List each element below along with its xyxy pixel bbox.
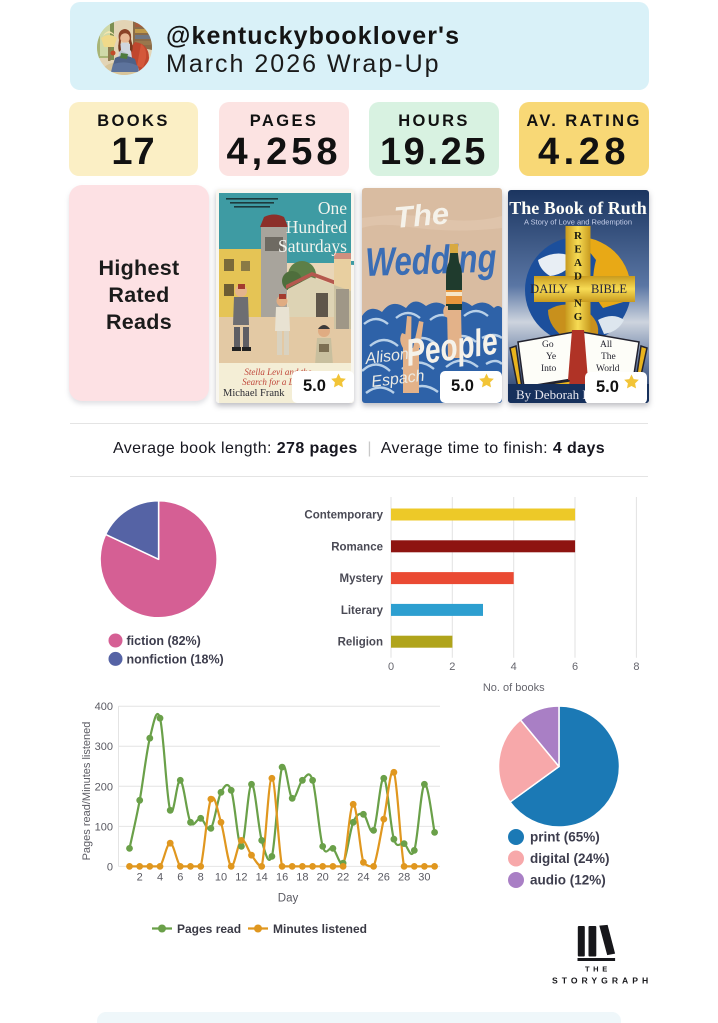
svg-text:audio (12%): audio (12%) bbox=[530, 873, 606, 888]
svg-text:Espach: Espach bbox=[370, 368, 425, 391]
svg-text:No. of books: No. of books bbox=[483, 682, 545, 694]
svg-text:2: 2 bbox=[449, 661, 455, 673]
svg-text:Ye: Ye bbox=[546, 352, 556, 362]
svg-text:18: 18 bbox=[296, 872, 308, 884]
svg-text:Literary: Literary bbox=[341, 605, 384, 617]
svg-text:G: G bbox=[574, 311, 583, 323]
svg-text:5.0: 5.0 bbox=[596, 378, 619, 396]
svg-text:4: 4 bbox=[157, 872, 163, 884]
svg-text:Search for a Lost W: Search for a Lost W bbox=[242, 377, 315, 387]
svg-text:6: 6 bbox=[177, 872, 183, 884]
svg-text:The: The bbox=[601, 352, 616, 362]
svg-text:One: One bbox=[318, 198, 347, 218]
svg-text:24: 24 bbox=[357, 872, 369, 884]
svg-text:300: 300 bbox=[95, 741, 113, 753]
svg-text:22: 22 bbox=[337, 872, 349, 884]
svg-text:26: 26 bbox=[378, 872, 390, 884]
svg-text:Contemporary: Contemporary bbox=[304, 510, 383, 522]
svg-text:E: E bbox=[574, 244, 581, 256]
svg-text:12: 12 bbox=[235, 872, 247, 884]
svg-text:The: The bbox=[393, 197, 451, 235]
svg-text:By Deborah F: By Deborah F bbox=[516, 387, 590, 402]
svg-text:Romance: Romance bbox=[331, 541, 383, 553]
svg-text:14: 14 bbox=[256, 872, 268, 884]
svg-text:200: 200 bbox=[95, 781, 113, 793]
svg-text:Saturdays: Saturdays bbox=[278, 236, 347, 256]
svg-text:THE: THE bbox=[585, 965, 611, 974]
svg-text:N: N bbox=[574, 298, 582, 310]
svg-text:A Story of Love and Redemption: A Story of Love and Redemption bbox=[524, 218, 632, 227]
svg-text:8: 8 bbox=[633, 661, 639, 673]
svg-text:400: 400 bbox=[95, 701, 113, 713]
svg-text:28: 28 bbox=[398, 872, 410, 884]
svg-text:Mystery: Mystery bbox=[340, 573, 384, 585]
svg-text:R: R bbox=[574, 230, 583, 242]
svg-text:20: 20 bbox=[317, 872, 329, 884]
svg-text:World: World bbox=[596, 364, 620, 374]
svg-text:fiction (82%): fiction (82%) bbox=[127, 634, 201, 648]
svg-text:100: 100 bbox=[95, 821, 113, 833]
svg-text:print (65%): print (65%) bbox=[530, 830, 600, 845]
svg-text:5.0: 5.0 bbox=[303, 377, 326, 395]
svg-text:Religion: Religion bbox=[338, 637, 383, 649]
svg-text:Minutes listened: Minutes listened bbox=[273, 922, 367, 936]
svg-text:Hundred: Hundred bbox=[286, 217, 347, 237]
svg-text:Wedding: Wedding bbox=[365, 236, 497, 285]
svg-text:10: 10 bbox=[215, 872, 227, 884]
svg-text:4: 4 bbox=[511, 661, 517, 673]
svg-text:Stella Levi and the: Stella Levi and the bbox=[244, 367, 311, 377]
svg-text:6: 6 bbox=[572, 661, 578, 673]
svg-text:Into: Into bbox=[541, 364, 557, 374]
svg-text:nonfiction (18%): nonfiction (18%) bbox=[127, 652, 224, 666]
svg-text:The Book of Ruth: The Book of Ruth bbox=[509, 198, 647, 218]
svg-text:30: 30 bbox=[418, 872, 430, 884]
svg-text:0: 0 bbox=[388, 661, 394, 673]
svg-text:Alison: Alison bbox=[363, 346, 409, 368]
svg-text:I: I bbox=[576, 284, 580, 296]
svg-text:2: 2 bbox=[137, 872, 143, 884]
svg-text:Day: Day bbox=[278, 893, 299, 905]
svg-text:8: 8 bbox=[198, 872, 204, 884]
svg-text:STORYGRAPH: STORYGRAPH bbox=[552, 976, 652, 986]
svg-text:D: D bbox=[574, 271, 582, 283]
svg-text:Go: Go bbox=[542, 340, 554, 350]
svg-text:A: A bbox=[574, 257, 582, 269]
svg-text:Michael Frank: Michael Frank bbox=[223, 388, 285, 399]
svg-text:0: 0 bbox=[107, 861, 113, 873]
svg-text:5.0: 5.0 bbox=[451, 377, 474, 395]
svg-text:BIBLE: BIBLE bbox=[591, 282, 627, 296]
svg-text:digital (24%): digital (24%) bbox=[530, 851, 610, 866]
svg-text:16: 16 bbox=[276, 872, 288, 884]
svg-text:All: All bbox=[600, 340, 613, 350]
svg-text:DAILY: DAILY bbox=[530, 282, 568, 296]
svg-text:Pages read: Pages read bbox=[177, 922, 241, 936]
svg-text:Pages read/Minutes listened: Pages read/Minutes listened bbox=[81, 722, 93, 861]
